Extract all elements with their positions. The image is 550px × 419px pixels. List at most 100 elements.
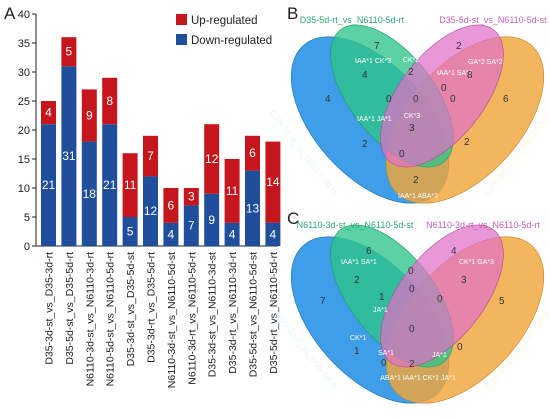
- legend-swatch-up: [176, 14, 187, 25]
- venn-b-count-all: 3: [409, 123, 415, 134]
- panel-c-letter: C: [287, 209, 299, 228]
- venn-b-hormone-po: GA*2 SA*2: [468, 59, 503, 66]
- bar-value-label-down: 5: [127, 225, 134, 239]
- venn-b-count-gpo: 0: [441, 83, 447, 94]
- bar-value-label-up: 7: [147, 149, 154, 163]
- bar-value-label-down: 12: [144, 204, 158, 218]
- x-tick-label: D35-3d-st_vs_N6110-3d-st: [207, 252, 219, 377]
- venn-b-count-green-only: 7: [374, 41, 380, 52]
- x-tick-label: N6110-5d-st_vs_N6110-5d-rt: [105, 252, 117, 387]
- x-tick-labels: D35-3d-st_vs_D35-3d-rt D35-5d-st_vs_D35-5…: [44, 252, 280, 388]
- bar-up-regulated: [102, 77, 118, 125]
- chart-legend: Up-regulated Down-regulated: [176, 14, 272, 47]
- x-tick-label: D35-5d-st_vs_D35-5d-rt: [64, 252, 76, 365]
- bar-up-regulated: [41, 101, 56, 125]
- bar-value-label-down: 31: [62, 149, 76, 163]
- bar-value-label-up: 4: [45, 106, 52, 120]
- y-tick-label: 40: [18, 9, 30, 21]
- bar-up-regulated: [163, 188, 179, 223]
- venn-b-hormone-gp: CK*2: [403, 57, 419, 64]
- venn-diagram-c: N6110-3d-st_vs_N6110-5d-st N6110-3d-rt_v…: [273, 220, 550, 404]
- venn-c-count-bpo: 0: [381, 358, 387, 369]
- venn-b-count-gbo: 0: [386, 94, 392, 105]
- venn-b-count-orange-only: 6: [503, 94, 509, 105]
- bar-down-regulated: [163, 222, 179, 246]
- y-tick-label: 35: [18, 38, 30, 50]
- venn-b-count-gb: 4: [362, 70, 368, 81]
- venn-c-set-label-green: N6110-3d-st_vs_N6110-5d-st: [297, 220, 414, 230]
- bar-value-label-up: 8: [106, 94, 113, 108]
- bar-down-regulated: [122, 217, 138, 246]
- bar-value-label-up: 9: [86, 109, 93, 123]
- y-tick-label: 15: [18, 154, 30, 166]
- venn-c-count-pink-only: 4: [451, 246, 457, 257]
- bar-up-regulated: [143, 135, 158, 177]
- legend-label-up: Up-regulated: [191, 15, 257, 27]
- y-tick-label: 30: [18, 67, 30, 79]
- venn-c-count-go: 0: [457, 342, 463, 353]
- venn-b-count-bpo: 0: [399, 149, 405, 160]
- x-tick-label: D35-3d-rt_vs_D35-5d-rt: [146, 252, 158, 363]
- venn-b-hormone-bo: IAA*1 ABA*1: [398, 193, 438, 200]
- y-tick-label: 20: [18, 125, 30, 137]
- bar-value-label-up: 11: [226, 184, 239, 198]
- y-tick-label: 25: [18, 96, 30, 108]
- bar-value-label-down: 7: [188, 219, 195, 233]
- y-tick-label: 0: [24, 241, 30, 253]
- y-tick-label: 10: [18, 183, 30, 195]
- bar-value-label-up: 5: [66, 45, 73, 59]
- bar-up-regulated: [224, 159, 240, 223]
- venn-b-set-label-pink: D35-5d-st_vs_N6110-5d-st: [439, 15, 547, 25]
- bar-down-regulated: [204, 193, 220, 246]
- bar-value-label-up: 11: [124, 178, 137, 192]
- venn-b-count-orange-green: 2: [464, 137, 470, 148]
- bar-value-label-up: 12: [205, 152, 219, 166]
- venn-c-count-center-top: 0: [409, 284, 415, 295]
- bar-down-regulated: [102, 124, 118, 246]
- bar-value-label-down: 13: [246, 201, 260, 215]
- venn-b-count-go: 0: [450, 94, 456, 105]
- y-ticks: 0 5 10 15 20 25 30 35 40: [18, 9, 36, 253]
- venn-c-count-bo: 2: [409, 359, 415, 370]
- venn-c-count-orange-only: 5: [499, 296, 505, 307]
- venn-b-count-blue-only: 4: [325, 94, 331, 105]
- bar-value-label-up: 6: [168, 198, 175, 212]
- venn-b-count-bo-bottom: 2: [413, 175, 419, 186]
- venn-b-hormone-all: CK*3: [404, 113, 420, 120]
- venn-b-hormone-gpo: IAA*1 SA*1: [437, 70, 473, 77]
- venn-b-count-po: 8: [467, 70, 473, 81]
- bar-value-label-down: 4: [270, 227, 277, 241]
- bar-value-label-up: 6: [249, 146, 256, 160]
- bar-up-regulated: [122, 153, 138, 217]
- venn-c-count-bp: 1: [354, 346, 360, 357]
- legend-label-down: Down-regulated: [191, 35, 272, 47]
- venn-diagram-b: D35-5d-rt_vs_N6110-5d-rt D35-5d-st_vs_N6…: [267, 15, 550, 204]
- panel-a-letter: A: [4, 4, 16, 23]
- legend-swatch-down: [176, 34, 187, 45]
- bar-value-label-down: 21: [42, 178, 56, 192]
- venn-c-hormone-po: CK*1 GA*3: [459, 259, 494, 266]
- venn-c-hormone-gbp: JA*1: [373, 307, 388, 314]
- bar-value-label-up: 3: [188, 190, 195, 204]
- venn-b-count-gp: 2: [408, 67, 414, 78]
- bar-up-regulated: [81, 89, 97, 142]
- venn-b-hormone-gbp: IAA*1 JA*1: [357, 116, 392, 123]
- x-tick-label: D35-3d-st_vs_D35-5d-st: [125, 252, 137, 366]
- bar-up-regulated: [265, 141, 281, 223]
- bar-value-label-up: 14: [266, 175, 280, 189]
- bar-down-regulated: [41, 124, 56, 246]
- x-tick-label: D35-5d-st_vs_N6110-5d-st: [248, 252, 260, 377]
- venn-c-hormone-gb: IAA*1 SA*1: [341, 259, 377, 266]
- venn-b-ellipse-pink: [380, 24, 504, 168]
- bar-value-label-down: 4: [229, 227, 236, 241]
- bar-down-regulated: [61, 66, 77, 246]
- venn-c-hormone-bo: ABA*1 IAA*1 CK*1 JA*1: [380, 375, 456, 382]
- panel-b-letter: B: [287, 4, 298, 23]
- venn-c-hormone-go: JA*1: [432, 352, 447, 359]
- x-tick-label: N6110-3d-st_vs_N6110-3d-rt: [84, 252, 96, 387]
- venn-c-count-green-only: 6: [366, 246, 372, 257]
- venn-b-count-gbp: 2: [362, 139, 368, 150]
